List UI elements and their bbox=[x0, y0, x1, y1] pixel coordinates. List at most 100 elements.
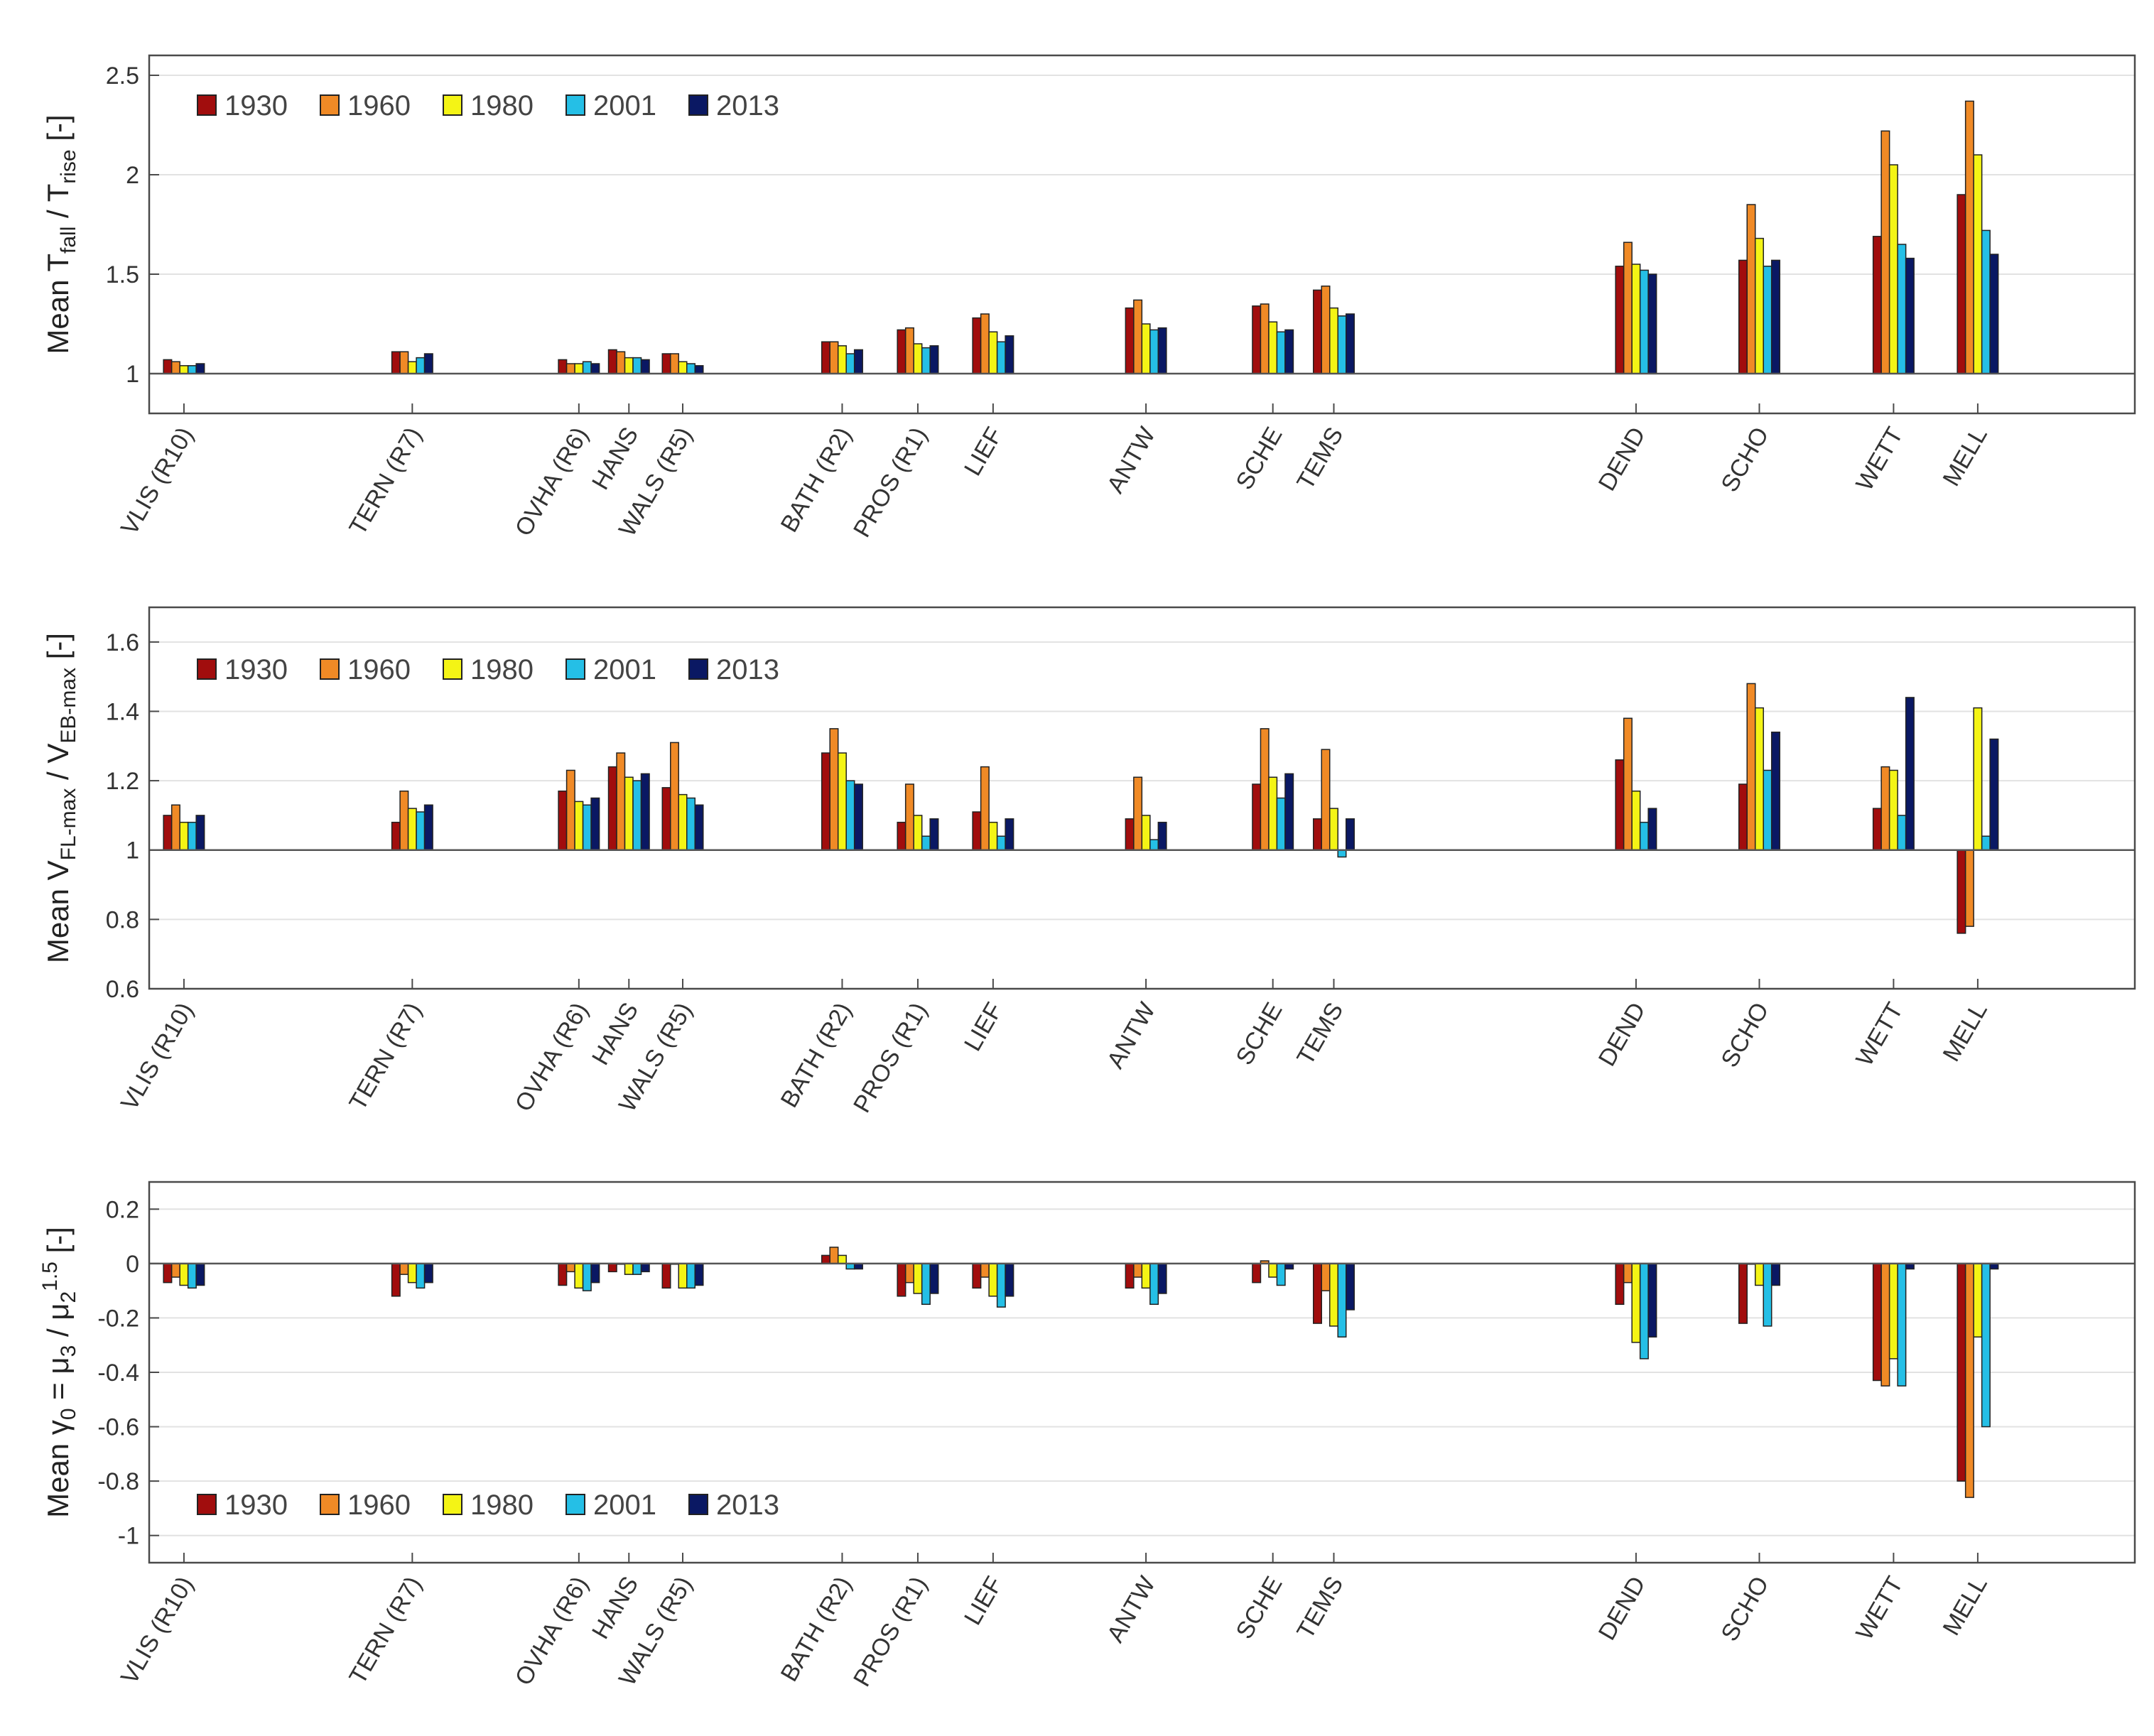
bar-2013-4 bbox=[694, 804, 704, 851]
x-tick-label: VLIS (R10) bbox=[116, 998, 199, 1115]
bar-1980-2 bbox=[574, 801, 584, 851]
bar-2001-5 bbox=[845, 780, 855, 851]
bar-1930-5 bbox=[821, 752, 830, 851]
x-tick-label: TERN (R7) bbox=[344, 423, 427, 540]
y-tick-label: -1 bbox=[118, 1523, 139, 1550]
bar-1980-13 bbox=[1888, 1263, 1898, 1360]
bar-2001-11 bbox=[1639, 1263, 1649, 1360]
bar-1960-1 bbox=[399, 1263, 409, 1275]
x-tick-label: LIEF bbox=[959, 423, 1008, 480]
y-tick-label: 0.2 bbox=[106, 1196, 139, 1223]
bar-1930-0 bbox=[163, 1263, 173, 1284]
bar-1980-4 bbox=[678, 361, 688, 374]
legend: 1930 1960 1980 2001 2013 bbox=[197, 1490, 779, 1521]
bar-1930-14 bbox=[1957, 849, 1966, 934]
x-tick-label: LIEF bbox=[959, 1572, 1008, 1629]
x-tick-label: SCHE bbox=[1230, 1572, 1287, 1644]
bar-1980-9 bbox=[1268, 776, 1278, 851]
bar-1930-9 bbox=[1252, 305, 1262, 374]
bar-1930-6 bbox=[897, 329, 906, 374]
bar-1930-4 bbox=[661, 353, 671, 374]
x-tick-label: BATH (R2) bbox=[776, 1572, 857, 1686]
bar-2013-14 bbox=[1989, 254, 1999, 374]
bar-1930-2 bbox=[558, 359, 568, 374]
bar-1930-11 bbox=[1615, 759, 1625, 851]
bar-1930-12 bbox=[1738, 259, 1748, 374]
bar-1930-9 bbox=[1252, 1263, 1262, 1284]
bar-1930-8 bbox=[1125, 307, 1135, 374]
x-tick-label: HANS bbox=[587, 423, 644, 494]
legend-label-2001: 2001 bbox=[593, 654, 656, 685]
x-tick-label: HANS bbox=[587, 1572, 644, 1644]
bar-2001-0 bbox=[187, 365, 197, 374]
y-tick-label: 1 bbox=[126, 837, 139, 864]
bar-2001-3 bbox=[632, 357, 642, 374]
legend-label-2013: 2013 bbox=[716, 654, 779, 685]
bar-1930-13 bbox=[1872, 236, 1882, 374]
legend-label-1960: 1960 bbox=[347, 654, 411, 685]
x-tick-label: OVHA (R6) bbox=[510, 998, 594, 1116]
bar-1960-8 bbox=[1133, 776, 1143, 851]
bar-2001-6 bbox=[921, 835, 931, 851]
y-label-sub: 3 bbox=[57, 1345, 80, 1357]
bar-1930-13 bbox=[1872, 1263, 1882, 1382]
bar-2001-9 bbox=[1276, 1263, 1286, 1286]
bar-1960-5 bbox=[829, 341, 839, 374]
legend-label-1960: 1960 bbox=[347, 90, 411, 121]
y-tick-label: 1.5 bbox=[106, 261, 139, 288]
legend-label-1960: 1960 bbox=[347, 1490, 411, 1521]
bar-2001-7 bbox=[996, 1263, 1006, 1308]
bar-2001-3 bbox=[632, 780, 642, 851]
bar-2001-6 bbox=[921, 1263, 931, 1306]
bar-1930-5 bbox=[821, 341, 830, 374]
bar-2013-8 bbox=[1157, 327, 1167, 374]
y-label-part: Mean γ bbox=[41, 1420, 75, 1518]
x-tick-label: BATH (R2) bbox=[776, 423, 857, 537]
bar-2013-7 bbox=[1005, 335, 1014, 374]
bar-1930-2 bbox=[558, 790, 568, 851]
bar-2001-7 bbox=[996, 835, 1006, 851]
legend-swatch-1960 bbox=[320, 94, 340, 116]
bar-1980-0 bbox=[179, 821, 189, 851]
bar-2001-11 bbox=[1639, 821, 1649, 851]
bar-2001-12 bbox=[1763, 266, 1773, 374]
bar-2001-14 bbox=[1981, 835, 1991, 851]
y-label-part: Mean V bbox=[41, 860, 75, 963]
y-label-part: / μ bbox=[41, 1303, 75, 1345]
bar-1960-14 bbox=[1964, 100, 1974, 374]
bar-2001-13 bbox=[1897, 815, 1907, 851]
y-axis-label: Mean VFL-max / VEB-max [-] bbox=[41, 633, 80, 963]
x-tick-label: TERN (R7) bbox=[344, 998, 427, 1115]
bar-1960-14 bbox=[1964, 849, 1974, 927]
bar-1930-14 bbox=[1957, 194, 1966, 374]
bar-1980-6 bbox=[913, 343, 923, 374]
x-tick-label: OVHA (R6) bbox=[510, 423, 594, 541]
y-tick-label: 1 bbox=[126, 361, 139, 388]
x-tick-label: MELL bbox=[1938, 423, 1993, 491]
bar-1980-3 bbox=[624, 1263, 634, 1275]
bar-1980-8 bbox=[1141, 1263, 1151, 1289]
bar-2001-13 bbox=[1897, 1263, 1907, 1387]
legend-swatch-1980 bbox=[443, 94, 462, 116]
legend-label-1930: 1930 bbox=[224, 1490, 288, 1521]
bar-2013-2 bbox=[590, 1263, 600, 1284]
legend-swatch-2001 bbox=[565, 1494, 585, 1515]
bar-2001-0 bbox=[187, 821, 197, 851]
bar-1930-5 bbox=[821, 1254, 830, 1264]
bar-2001-4 bbox=[686, 1263, 696, 1289]
bar-1980-7 bbox=[988, 1263, 998, 1297]
bar-1980-0 bbox=[179, 365, 189, 374]
bar-1980-12 bbox=[1754, 707, 1764, 851]
bar-2001-1 bbox=[416, 1263, 426, 1289]
bar-2013-8 bbox=[1157, 1263, 1167, 1294]
bar-1980-11 bbox=[1631, 790, 1641, 851]
bar-2013-13 bbox=[1905, 697, 1915, 851]
bar-2001-10 bbox=[1337, 315, 1347, 374]
bar-1960-2 bbox=[565, 1263, 575, 1273]
chart-panel-2: 0.6 0.8 1 1.2 1.4 1.6 VLIS (R10) TERN (R7) OVHA … bbox=[41, 606, 2136, 1117]
bar-2001-3 bbox=[632, 1263, 642, 1275]
bar-1960-8 bbox=[1133, 1263, 1143, 1278]
bar-2001-1 bbox=[416, 811, 426, 851]
bar-1960-7 bbox=[980, 766, 990, 851]
